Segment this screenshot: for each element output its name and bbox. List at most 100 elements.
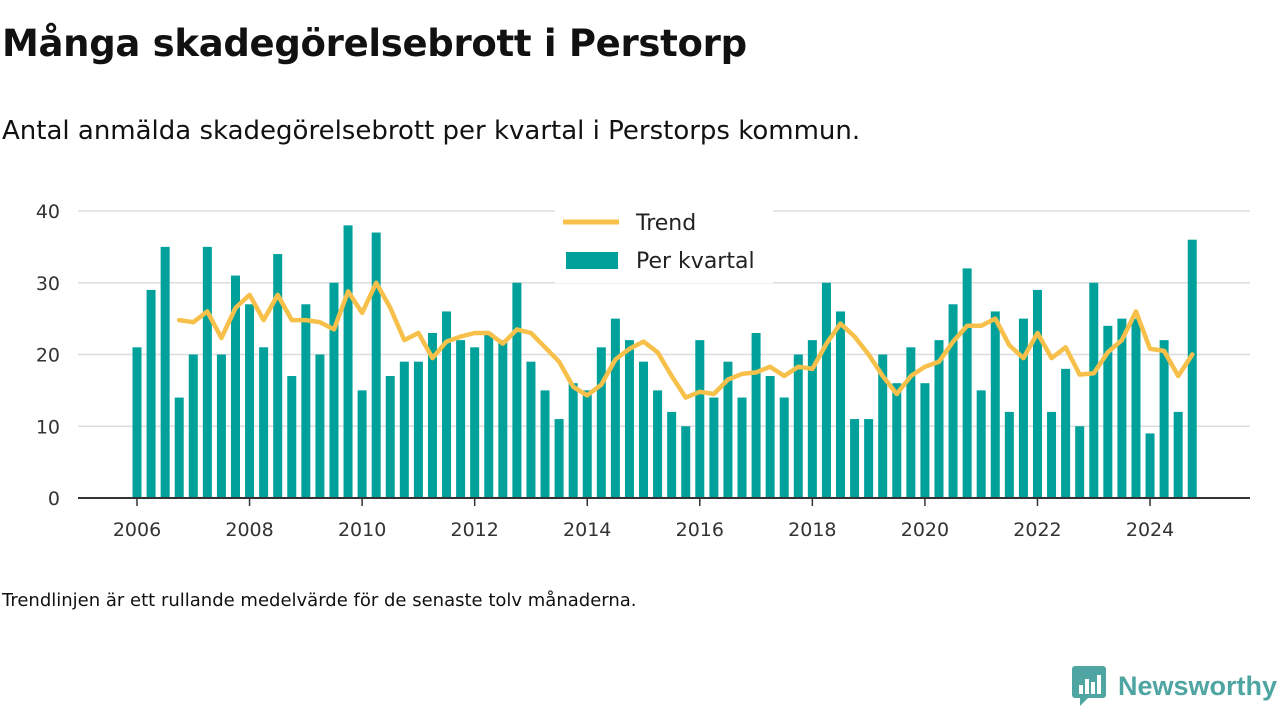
brand-name: Newsworthy xyxy=(1118,670,1278,701)
legend-background xyxy=(555,205,773,283)
bar-series xyxy=(132,225,1197,498)
bar xyxy=(624,340,634,498)
x-tick-label: 2018 xyxy=(788,519,836,541)
bar xyxy=(1061,368,1071,498)
bar xyxy=(779,397,789,498)
bar xyxy=(1004,411,1014,498)
bar xyxy=(948,304,958,498)
bar xyxy=(273,254,283,498)
legend: Trend Per kvartal xyxy=(555,205,773,283)
bar xyxy=(751,332,761,498)
x-tick-label: 2008 xyxy=(225,519,273,541)
trend-line xyxy=(176,280,1195,400)
bar xyxy=(821,282,831,498)
bar xyxy=(1075,426,1085,498)
bar xyxy=(1145,433,1155,498)
bar xyxy=(681,426,691,498)
bar xyxy=(385,376,395,498)
chart-subtitle: Antal anmälda skadegörelsebrott per kvar… xyxy=(2,116,861,146)
x-tick-label: 2024 xyxy=(1126,519,1174,541)
x-tick-label: 2010 xyxy=(338,519,386,541)
bar xyxy=(610,318,620,498)
bar xyxy=(836,311,845,498)
bar xyxy=(709,397,719,498)
legend-bar-label: Per kvartal xyxy=(636,249,755,274)
x-tick-label: 2012 xyxy=(451,519,499,541)
bar xyxy=(160,246,170,498)
legend-bar-swatch xyxy=(566,252,618,269)
bar xyxy=(315,354,325,498)
x-axis-ticks: 2006 2008 2010 2012 2014 2016 2018 2020 2022 2024 xyxy=(113,498,1174,541)
bar xyxy=(920,383,930,498)
bar xyxy=(399,361,409,498)
bar xyxy=(343,225,353,498)
bar xyxy=(540,390,550,498)
bar xyxy=(329,282,339,498)
bar xyxy=(1089,282,1099,498)
bar xyxy=(639,361,649,498)
bar xyxy=(554,419,564,498)
x-tick-label: 2014 xyxy=(563,519,611,541)
bar xyxy=(1173,411,1183,498)
bar xyxy=(230,275,240,498)
trend-series xyxy=(176,280,1195,400)
bar xyxy=(146,289,156,498)
bar xyxy=(976,390,986,498)
bar xyxy=(653,390,663,498)
bar xyxy=(568,383,578,498)
bar xyxy=(498,340,508,498)
bar xyxy=(174,397,184,498)
bar xyxy=(1018,318,1028,498)
bar xyxy=(807,340,817,498)
bar xyxy=(1117,318,1127,498)
x-tick-label: 2016 xyxy=(676,519,724,541)
bar xyxy=(934,340,944,498)
bar xyxy=(990,311,1000,498)
bar xyxy=(427,332,437,498)
bar xyxy=(216,354,226,498)
bar xyxy=(1032,289,1042,498)
footnote: Trendlinjen är ett rullande medelvärde f… xyxy=(2,590,637,611)
bar xyxy=(132,347,142,498)
bar xyxy=(850,419,860,498)
newsworthy-logo[interactable]: Newsworthy xyxy=(1072,666,1277,706)
bar xyxy=(596,347,606,498)
bar xyxy=(793,354,803,498)
bar xyxy=(892,383,902,498)
bar xyxy=(456,340,466,498)
bar xyxy=(765,376,775,498)
legend-trend-label: Trend xyxy=(635,211,696,236)
bar xyxy=(470,347,480,498)
bar-chart-speech-bubble-icon xyxy=(1072,666,1106,706)
bar xyxy=(202,246,212,498)
bar xyxy=(245,304,255,498)
bar xyxy=(1187,239,1197,498)
bar xyxy=(357,390,367,498)
bar xyxy=(442,311,452,498)
bar xyxy=(413,361,423,498)
bar xyxy=(259,347,269,498)
chart-title: Många skadegörelsebrott i Perstorp xyxy=(2,22,747,65)
bar xyxy=(512,282,522,498)
bar xyxy=(695,340,705,498)
bar xyxy=(1131,318,1141,498)
bar xyxy=(737,397,747,498)
bar xyxy=(188,354,198,498)
y-tick-label: 20 xyxy=(36,345,60,367)
bar xyxy=(371,232,381,498)
bar xyxy=(1159,340,1169,498)
bar xyxy=(864,419,874,498)
x-tick-label: 2020 xyxy=(901,519,949,541)
y-tick-label: 30 xyxy=(36,273,60,295)
x-tick-label: 2006 xyxy=(113,519,161,541)
y-tick-label: 10 xyxy=(36,416,60,438)
y-axis-ticks: 0 10 20 30 40 xyxy=(36,201,60,510)
bar xyxy=(962,268,972,498)
bar xyxy=(906,347,916,498)
bar xyxy=(723,361,733,498)
bar xyxy=(301,304,311,498)
x-tick-label: 2022 xyxy=(1013,519,1061,541)
bar xyxy=(484,332,494,498)
y-tick-label: 0 xyxy=(48,488,60,510)
